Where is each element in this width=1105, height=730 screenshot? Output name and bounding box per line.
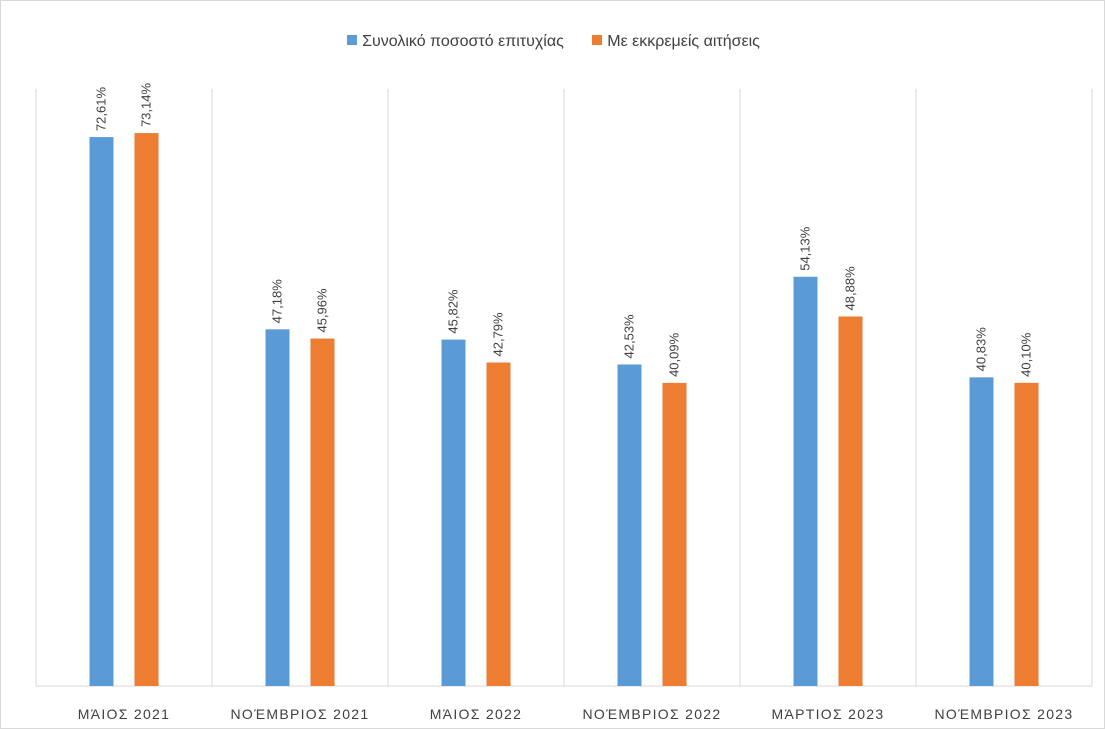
- bar-series-1-0: [89, 137, 114, 686]
- data-label-series-1-1: 47,18%: [270, 279, 285, 324]
- data-label-series-2-2: 42,79%: [491, 312, 506, 357]
- legend-label-series-1: Συνολικό ποσοστό επιτυχίας: [362, 33, 564, 50]
- data-label-series-2-1: 45,96%: [315, 288, 330, 333]
- bar-series-2-0: [134, 133, 159, 687]
- data-label-series-2-4: 48,88%: [843, 266, 858, 311]
- data-label-series-1-4: 54,13%: [798, 226, 813, 271]
- bar-series-1-4: [793, 276, 818, 686]
- data-label-series-1-2: 45,82%: [446, 289, 461, 334]
- data-label-series-1-5: 40,83%: [974, 327, 989, 372]
- bar-series-2-2: [486, 362, 511, 686]
- bar-series-1-3: [617, 364, 642, 686]
- data-label-series-1-3: 42,53%: [622, 314, 637, 359]
- bar-series-2-1: [310, 338, 335, 686]
- legend-swatch-series-1: [347, 35, 358, 45]
- legend-label-series-2: Με εκκρεμείς αιτήσεις: [607, 33, 760, 50]
- data-label-series-2-3: 40,09%: [667, 332, 682, 377]
- legend-item-series-1: Συνολικό ποσοστό επιτυχίας: [347, 33, 564, 51]
- x-tick-label-3: ΝΟΈΜΒΡΙΟΣ 2022: [583, 706, 722, 722]
- data-label-series-2-0: 73,14%: [139, 83, 154, 128]
- x-tick-label-4: ΜΆΡΤΙΟΣ 2023: [772, 706, 885, 722]
- x-tick-label-0: ΜΆΙΟΣ 2021: [78, 706, 170, 722]
- bar-series-2-3: [662, 382, 687, 686]
- x-tick-label-1: ΝΟΈΜΒΡΙΟΣ 2021: [231, 706, 370, 722]
- chart-legend: Συνολικό ποσοστό επιτυχίας Με εκκρεμείς …: [1, 33, 1105, 51]
- legend-item-series-2: Με εκκρεμείς αιτήσεις: [592, 33, 760, 51]
- bar-series-1-2: [441, 339, 466, 686]
- x-tick-label-5: ΝΟΈΜΒΡΙΟΣ 2023: [935, 706, 1074, 722]
- data-label-series-1-0: 72,61%: [94, 87, 109, 132]
- legend-swatch-series-2: [592, 35, 603, 45]
- bar-series-1-1: [265, 329, 290, 686]
- data-label-series-2-5: 40,10%: [1019, 332, 1034, 377]
- bar-series-2-4: [838, 316, 863, 686]
- bar-series-1-5: [969, 377, 994, 686]
- x-tick-label-2: ΜΆΙΟΣ 2022: [430, 706, 522, 722]
- bar-series-2-5: [1014, 382, 1039, 686]
